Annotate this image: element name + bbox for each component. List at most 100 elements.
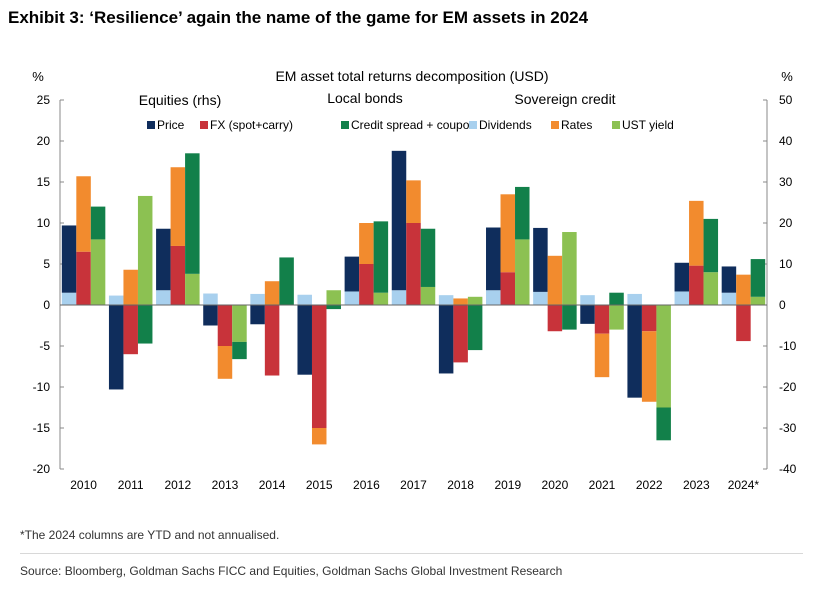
bar-price-2010 xyxy=(61,225,77,293)
bar-series xyxy=(61,150,766,445)
bar-credit-spread-coupon-2023 xyxy=(703,218,719,273)
bar-ust-yield-2023 xyxy=(703,272,719,305)
bar-credit-spread-coupon-2012 xyxy=(185,153,200,274)
legend-swatch-credit-spread xyxy=(341,121,349,129)
x-tick-label: 2022 xyxy=(636,478,663,492)
left-axis-unit: % xyxy=(32,69,44,84)
bar-credit-spread-coupon-2016 xyxy=(373,221,389,293)
bar-ust-yield-2012 xyxy=(185,273,200,305)
legend-label-ust-yield: UST yield xyxy=(622,118,674,132)
bar-fx-spot-carry-2011 xyxy=(123,305,138,355)
bar-rates-2016 xyxy=(359,223,374,264)
bar-dividends-2024 xyxy=(721,292,737,305)
group-label-equities: Equities (rhs) xyxy=(139,92,221,108)
bar-dividends-2014 xyxy=(250,293,265,305)
bar-rates-2024 xyxy=(736,274,751,305)
bar-credit-spread-coupon-2024 xyxy=(750,259,766,297)
bar-ust-yield-2020 xyxy=(562,232,577,305)
bar-price-2024 xyxy=(721,266,737,293)
bar-ust-yield-2013 xyxy=(232,305,247,342)
bar-price-2023 xyxy=(674,262,690,292)
bar-price-2016 xyxy=(344,256,360,292)
bar-fx-spot-carry-2012 xyxy=(170,245,186,305)
bar-credit-spread-coupon-2020 xyxy=(562,305,577,330)
bar-fx-spot-carry-2021 xyxy=(594,305,610,334)
x-tick-label: 2018 xyxy=(447,478,474,492)
bar-ust-yield-2015 xyxy=(326,290,341,305)
bar-ust-yield-2022 xyxy=(656,305,671,408)
bar-credit-spread-coupon-2022 xyxy=(656,407,671,441)
bar-dividends-2019 xyxy=(486,290,501,305)
bar-credit-spread-coupon-2015 xyxy=(326,305,341,310)
bar-rates-2023 xyxy=(689,200,704,266)
group-label-local-bonds: Local bonds xyxy=(327,90,403,106)
source-note: Source: Bloomberg, Goldman Sachs FICC an… xyxy=(20,564,563,578)
bar-fx-spot-carry-2022 xyxy=(641,305,657,332)
legend-swatch-rates xyxy=(551,121,559,129)
bar-rates-2018 xyxy=(453,298,468,305)
y-tick-label-right: -30 xyxy=(779,421,797,435)
bar-price-2011 xyxy=(108,305,124,390)
bar-dividends-2022 xyxy=(627,293,642,305)
footnote: *The 2024 columns are YTD and not annual… xyxy=(20,528,280,542)
x-tick-label: 2014 xyxy=(259,478,286,492)
y-tick-label-left: -5 xyxy=(39,339,50,353)
x-tick-label: 2019 xyxy=(494,478,521,492)
y-tick-label-left: 20 xyxy=(37,134,51,148)
y-tick-label-right: 20 xyxy=(779,216,793,230)
bar-fx-spot-carry-2014 xyxy=(264,305,280,376)
legend-label-fx: FX (spot+carry) xyxy=(210,118,293,132)
bar-rates-2022 xyxy=(641,331,657,402)
legend-label-rates: Rates xyxy=(561,118,592,132)
bar-credit-spread-coupon-2018 xyxy=(467,305,483,351)
bar-ust-yield-2017 xyxy=(420,286,436,305)
bar-fx-spot-carry-2019 xyxy=(500,272,516,305)
bar-dividends-2023 xyxy=(674,291,690,305)
bar-price-2018 xyxy=(438,305,454,374)
bar-ust-yield-2019 xyxy=(515,239,530,305)
bar-rates-2019 xyxy=(500,194,516,273)
legend-swatch-fx xyxy=(200,121,208,129)
bar-rates-2011 xyxy=(123,269,138,305)
legend-label-price: Price xyxy=(157,118,185,132)
bar-dividends-2015 xyxy=(297,294,312,305)
x-tick-label: 2024* xyxy=(728,478,760,492)
bar-dividends-2020 xyxy=(533,291,548,305)
bar-price-2013 xyxy=(203,305,218,326)
bar-ust-yield-2024 xyxy=(750,296,766,305)
x-tick-label: 2017 xyxy=(400,478,427,492)
bar-price-2014 xyxy=(250,305,265,325)
bar-rates-2012 xyxy=(170,167,186,246)
exhibit-title: Exhibit 3: ‘Resilience’ again the name o… xyxy=(8,8,589,27)
y-tick-label-right: 0 xyxy=(779,298,786,312)
bar-fx-spot-carry-2023 xyxy=(689,265,704,305)
bar-fx-spot-carry-2010 xyxy=(76,251,91,305)
bar-rates-2010 xyxy=(76,176,91,252)
x-tick-label: 2015 xyxy=(306,478,333,492)
x-tick-label: 2011 xyxy=(118,478,144,492)
chart-title: EM asset total returns decomposition (US… xyxy=(275,68,548,84)
bar-credit-spread-coupon-2010 xyxy=(90,206,106,240)
chart-legend: Price FX (spot+carry) Credit spread + co… xyxy=(147,118,674,132)
bar-credit-spread-coupon-2021 xyxy=(609,292,624,305)
bar-fx-spot-carry-2024 xyxy=(736,305,751,342)
x-tick-label: 2010 xyxy=(70,478,97,492)
y-tick-label-left: -20 xyxy=(33,462,51,476)
bar-price-2022 xyxy=(627,305,642,398)
bar-rates-2017 xyxy=(406,180,421,223)
right-axis-unit: % xyxy=(781,69,793,84)
legend-swatch-price xyxy=(147,121,155,129)
x-tick-label: 2020 xyxy=(542,478,569,492)
bar-ust-yield-2018 xyxy=(467,296,483,305)
y-axis-left: 25 20 15 10 5 0 -5 -10 -15 -20 xyxy=(33,93,64,476)
bar-credit-spread-coupon-2013 xyxy=(232,341,247,360)
bar-rates-2013 xyxy=(217,346,233,379)
bar-credit-spread-coupon-2017 xyxy=(420,228,436,287)
legend-label-dividends: Dividends xyxy=(479,118,532,132)
y-tick-label-left: 5 xyxy=(43,257,50,271)
y-tick-label-left: 10 xyxy=(37,216,51,230)
bar-rates-2015 xyxy=(311,428,327,445)
bar-fx-spot-carry-2013 xyxy=(217,305,233,346)
bar-ust-yield-2021 xyxy=(609,305,624,330)
legend-label-credit-spread: Credit spread + coupon xyxy=(351,118,476,132)
